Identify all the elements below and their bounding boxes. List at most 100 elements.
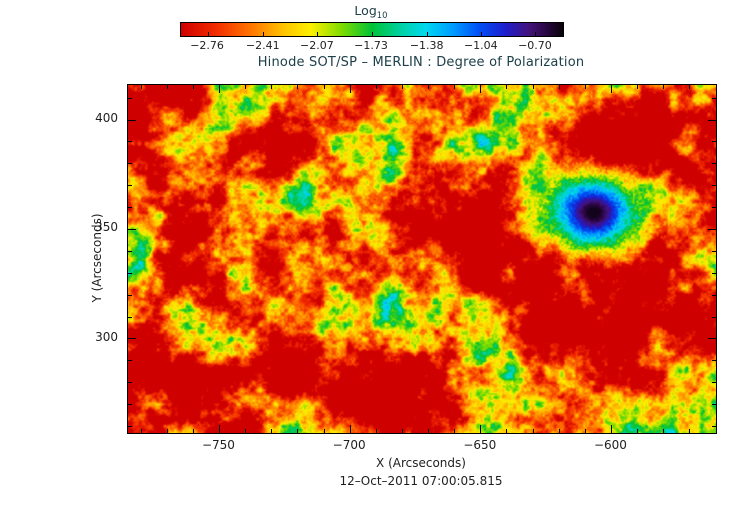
x-tick (297, 429, 299, 433)
x-tick (637, 429, 639, 433)
y-tick (712, 316, 716, 318)
y-tick (128, 119, 136, 121)
colorbar-tick (427, 32, 429, 36)
heatmap-canvas (128, 85, 716, 433)
y-tick (128, 207, 132, 209)
y-tick (128, 338, 136, 340)
colorbar-tick-label: −2.41 (245, 39, 280, 52)
x-tick (349, 85, 351, 93)
y-tick (712, 163, 716, 165)
y-tick (128, 425, 132, 427)
x-tick (271, 85, 273, 89)
y-tick (712, 97, 716, 99)
colorbar-tick-label: −2.07 (300, 39, 334, 52)
colorbar-tick (371, 32, 373, 36)
x-tick (375, 85, 377, 89)
y-tick (128, 97, 132, 99)
colorbar-tick (535, 32, 537, 36)
y-tick (712, 185, 716, 187)
x-tick (166, 429, 168, 433)
x-tick (140, 429, 142, 433)
x-tick (663, 85, 665, 89)
x-tick (506, 429, 508, 433)
y-tick (708, 228, 716, 230)
colorbar (180, 22, 564, 37)
x-tick (323, 429, 325, 433)
colorbar-tick-label: −1.73 (354, 39, 388, 52)
colorbar-tick (263, 32, 265, 36)
y-tick (128, 294, 132, 296)
x-tick (218, 85, 220, 93)
y-tick (712, 207, 716, 209)
y-tick (128, 316, 132, 318)
x-tick (349, 425, 351, 433)
y-tick (712, 425, 716, 427)
colorbar-title-main: Log (354, 3, 377, 18)
y-tick (128, 382, 132, 384)
y-tick (128, 228, 136, 230)
x-tick (401, 429, 403, 433)
colorbar-tick (317, 32, 319, 36)
y-tick (128, 141, 132, 143)
x-tick (610, 425, 612, 433)
y-tick-label: 300 (95, 329, 118, 344)
x-tick (584, 429, 586, 433)
y-tick (128, 163, 132, 165)
x-tick (192, 429, 194, 433)
x-tick (558, 429, 560, 433)
x-tick-label: −600 (593, 438, 627, 452)
x-tick (715, 429, 717, 433)
timestamp: 12–Oct–2011 07:00:05.815 (339, 474, 503, 488)
x-tick (375, 429, 377, 433)
x-tick (454, 85, 456, 89)
y-tick (128, 360, 132, 362)
y-tick (712, 404, 716, 406)
colorbar-title-sub: 10 (376, 11, 388, 21)
x-tick (271, 429, 273, 433)
colorbar-tick-label: −0.70 (518, 39, 552, 52)
y-tick (712, 382, 716, 384)
x-tick (532, 429, 534, 433)
plot-title: Hinode SOT/SP – MERLIN : Degree of Polar… (257, 55, 585, 70)
x-tick (166, 85, 168, 89)
x-tick (428, 85, 430, 89)
x-tick (506, 85, 508, 89)
x-tick (428, 429, 430, 433)
y-tick (712, 272, 716, 274)
colorbar-tick (207, 32, 209, 36)
x-tick (454, 429, 456, 433)
colorbar-tick-label: −1.38 (409, 39, 444, 52)
colorbar-tick (481, 32, 483, 36)
x-tick-label: −650 (463, 438, 497, 452)
x-tick (689, 85, 691, 89)
colorbar-title: Log10 (180, 3, 562, 21)
y-tick (128, 272, 132, 274)
x-tick (140, 85, 142, 89)
x-tick (637, 85, 639, 89)
x-tick (323, 85, 325, 89)
x-tick (610, 85, 612, 93)
x-tick (715, 85, 717, 89)
y-tick (712, 141, 716, 143)
y-tick-label: 400 (95, 111, 118, 126)
x-tick (480, 425, 482, 433)
y-tick (708, 119, 716, 121)
y-tick (712, 250, 716, 252)
x-tick (245, 429, 247, 433)
y-tick (128, 185, 132, 187)
colorbar-tick-label: −1.04 (463, 39, 498, 52)
x-tick (297, 85, 299, 89)
x-tick-label: −700 (332, 438, 366, 452)
y-tick-label: 350 (95, 220, 118, 235)
x-tick (218, 425, 220, 433)
x-tick (584, 85, 586, 89)
x-tick (689, 429, 691, 433)
y-tick (708, 338, 716, 340)
colorbar-tick-label: −2.76 (190, 39, 224, 52)
x-tick (663, 429, 665, 433)
x-tick (480, 85, 482, 93)
x-axis-title: X (Arcseconds) (376, 456, 466, 470)
x-tick (401, 85, 403, 89)
y-tick (712, 360, 716, 362)
